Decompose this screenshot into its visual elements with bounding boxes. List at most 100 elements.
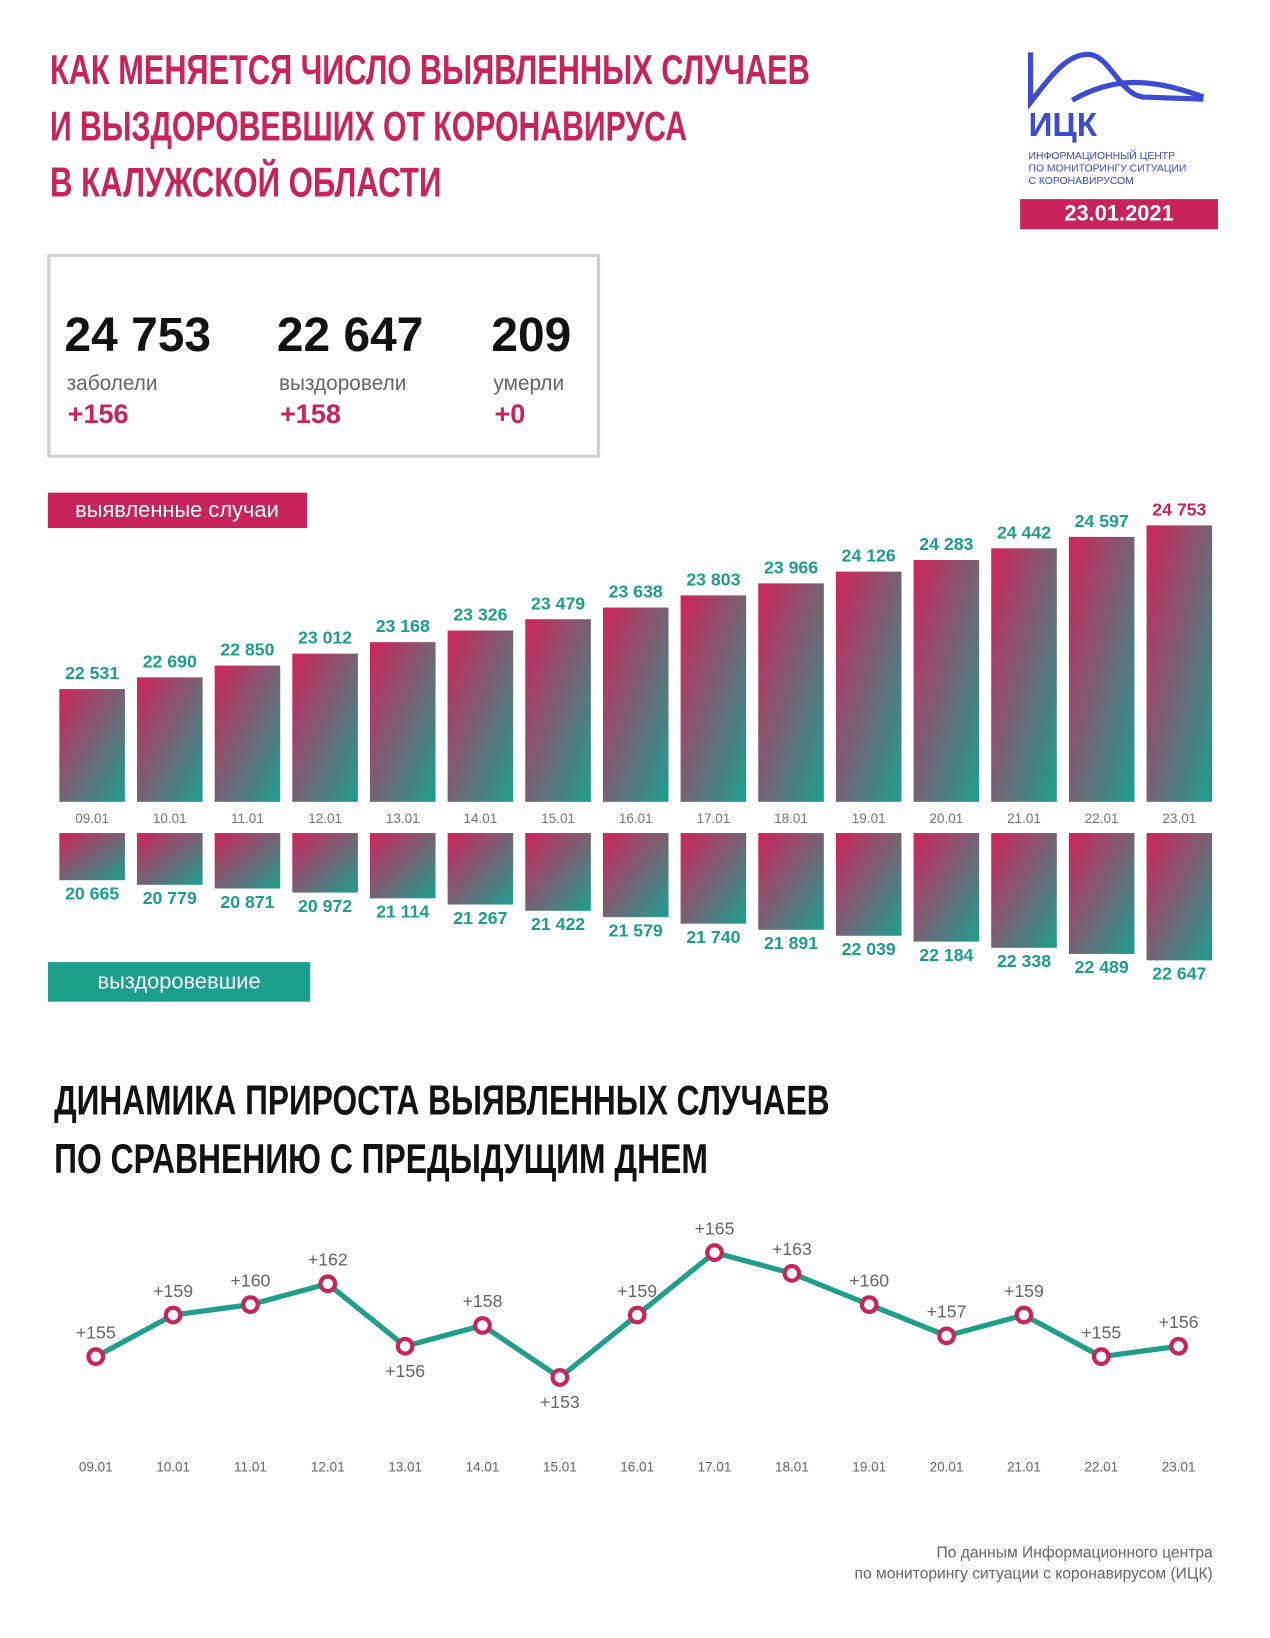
stat-delta: +156 xyxy=(68,399,129,429)
logo-mark xyxy=(1070,80,1205,103)
data-label: 20 779 xyxy=(143,888,197,908)
bar xyxy=(525,619,591,802)
data-label: 21 891 xyxy=(764,933,818,953)
data-label: 23 479 xyxy=(531,593,585,613)
legend-badge xyxy=(47,492,308,529)
data-label: 24 442 xyxy=(997,522,1051,542)
x-tick-label: 11.01 xyxy=(231,811,264,826)
marker xyxy=(318,1274,338,1294)
data-label: +162 xyxy=(308,1250,348,1270)
x-tick-label: 23.01 xyxy=(1162,811,1196,826)
marker xyxy=(782,1264,802,1283)
footer: По данным Информационного центра xyxy=(937,1545,1214,1562)
x-tick-label: 15.01 xyxy=(541,811,575,826)
data-label: 21 114 xyxy=(376,902,429,922)
data-label: 23 326 xyxy=(453,605,507,625)
data-label: 23 012 xyxy=(298,628,352,648)
x-tick-label: 21.01 xyxy=(1007,1460,1041,1475)
x-tick-label: 14.01 xyxy=(466,1460,500,1475)
summary-box xyxy=(47,253,601,458)
date-badge xyxy=(1020,199,1218,230)
x-tick-label: 20.01 xyxy=(930,1460,964,1475)
logo-caption: С КОРОНАВИРУСОМ xyxy=(1028,176,1133,187)
marker xyxy=(86,1347,106,1367)
data-label: +155 xyxy=(1081,1322,1121,1342)
data-label: +163 xyxy=(772,1239,812,1259)
stat-label: выздоровели xyxy=(279,372,406,395)
data-label: 22 184 xyxy=(919,945,973,965)
x-tick-label: 17.01 xyxy=(698,1460,732,1475)
x-tick-label: 21.01 xyxy=(1007,811,1041,826)
x-tick-label: 22.01 xyxy=(1085,811,1119,826)
data-label: +165 xyxy=(695,1218,735,1238)
x-tick-label: 13.01 xyxy=(388,1460,422,1475)
data-label: 21 267 xyxy=(453,908,507,928)
x-tick-label: 19.01 xyxy=(852,811,886,826)
logo-caption: ПО МОНИТОРИНГУ СИТУАЦИИ xyxy=(1028,164,1186,175)
legend-badge xyxy=(47,962,311,1002)
marker xyxy=(163,1305,183,1325)
bar xyxy=(758,583,824,802)
x-tick-label: 19.01 xyxy=(852,1460,886,1475)
logo-text: ИЦК xyxy=(1028,107,1097,144)
bar xyxy=(835,833,902,936)
bar xyxy=(214,665,281,802)
bar xyxy=(447,833,514,905)
bar xyxy=(913,560,980,802)
data-label: +159 xyxy=(617,1281,657,1301)
stat-value: 24 753 xyxy=(65,309,211,362)
stat-value: 22 647 xyxy=(277,309,423,362)
data-label: 21 579 xyxy=(609,920,663,940)
data-label: 23 803 xyxy=(686,569,740,589)
data-label: 21 740 xyxy=(686,927,740,947)
x-tick-label: 09.01 xyxy=(79,1460,113,1475)
bar xyxy=(1146,525,1213,802)
data-label: 23 638 xyxy=(609,582,663,602)
data-label: 24 126 xyxy=(842,546,896,566)
marker xyxy=(1091,1347,1111,1367)
bar xyxy=(1068,536,1135,802)
data-label: 22 039 xyxy=(842,939,896,959)
data-label: 20 871 xyxy=(220,892,274,912)
bar xyxy=(913,833,980,942)
marker xyxy=(550,1368,570,1387)
data-label: 22 647 xyxy=(1152,964,1206,984)
bar xyxy=(680,833,747,924)
x-tick-label: 20.01 xyxy=(929,811,963,826)
data-label: +159 xyxy=(153,1281,193,1301)
marker xyxy=(1169,1336,1188,1356)
logo-mark xyxy=(1027,51,1204,110)
section-title: ДИНАМИКА ПРИРОСТА ВЫЯВЛЕННЫХ СЛУЧАЕВ xyxy=(54,1077,830,1124)
data-label: +159 xyxy=(1004,1281,1044,1301)
title-line: И ВЫЗДОРОВЕВШИХ ОТ КОРОНАВИРУСА xyxy=(50,102,687,149)
legend-label: выздоровевшие xyxy=(97,969,260,994)
x-tick-label: 18.01 xyxy=(775,1460,809,1475)
data-label: 23 966 xyxy=(764,557,818,577)
x-tick-label: 15.01 xyxy=(543,1460,577,1475)
bar xyxy=(991,833,1057,948)
bar xyxy=(680,595,747,802)
data-label: 20 665 xyxy=(65,883,119,903)
data-label: +153 xyxy=(540,1392,580,1412)
date: 23.01.2021 xyxy=(1064,200,1173,225)
logo xyxy=(1027,51,1205,110)
x-tick-label: 11.01 xyxy=(234,1460,267,1475)
x-tick-label: 12.01 xyxy=(311,1460,345,1475)
marker xyxy=(1014,1305,1034,1325)
bar xyxy=(991,548,1057,802)
x-tick-label: 10.01 xyxy=(156,1460,190,1475)
section-title: ПО СРАВНЕНИЮ С ПРЕДЫДУЩИМ ДНЕМ xyxy=(54,1135,708,1182)
bar xyxy=(525,833,591,911)
x-tick-label: 17.01 xyxy=(696,811,730,826)
footer: по мониторингу ситуации с коронавирусом … xyxy=(855,1565,1213,1582)
stat-label: умерли xyxy=(493,372,564,395)
bar xyxy=(758,833,824,930)
bar xyxy=(1068,833,1135,954)
stat-value: 209 xyxy=(491,309,571,362)
data-label: 21 422 xyxy=(531,914,585,934)
x-tick-label: 18.01 xyxy=(774,811,808,826)
data-label: 24 753 xyxy=(1152,500,1206,520)
title-line: КАК МЕНЯЕТСЯ ЧИСЛО ВЫЯВЛЕННЫХ СЛУЧАЕВ xyxy=(50,46,810,93)
bar xyxy=(292,833,358,893)
